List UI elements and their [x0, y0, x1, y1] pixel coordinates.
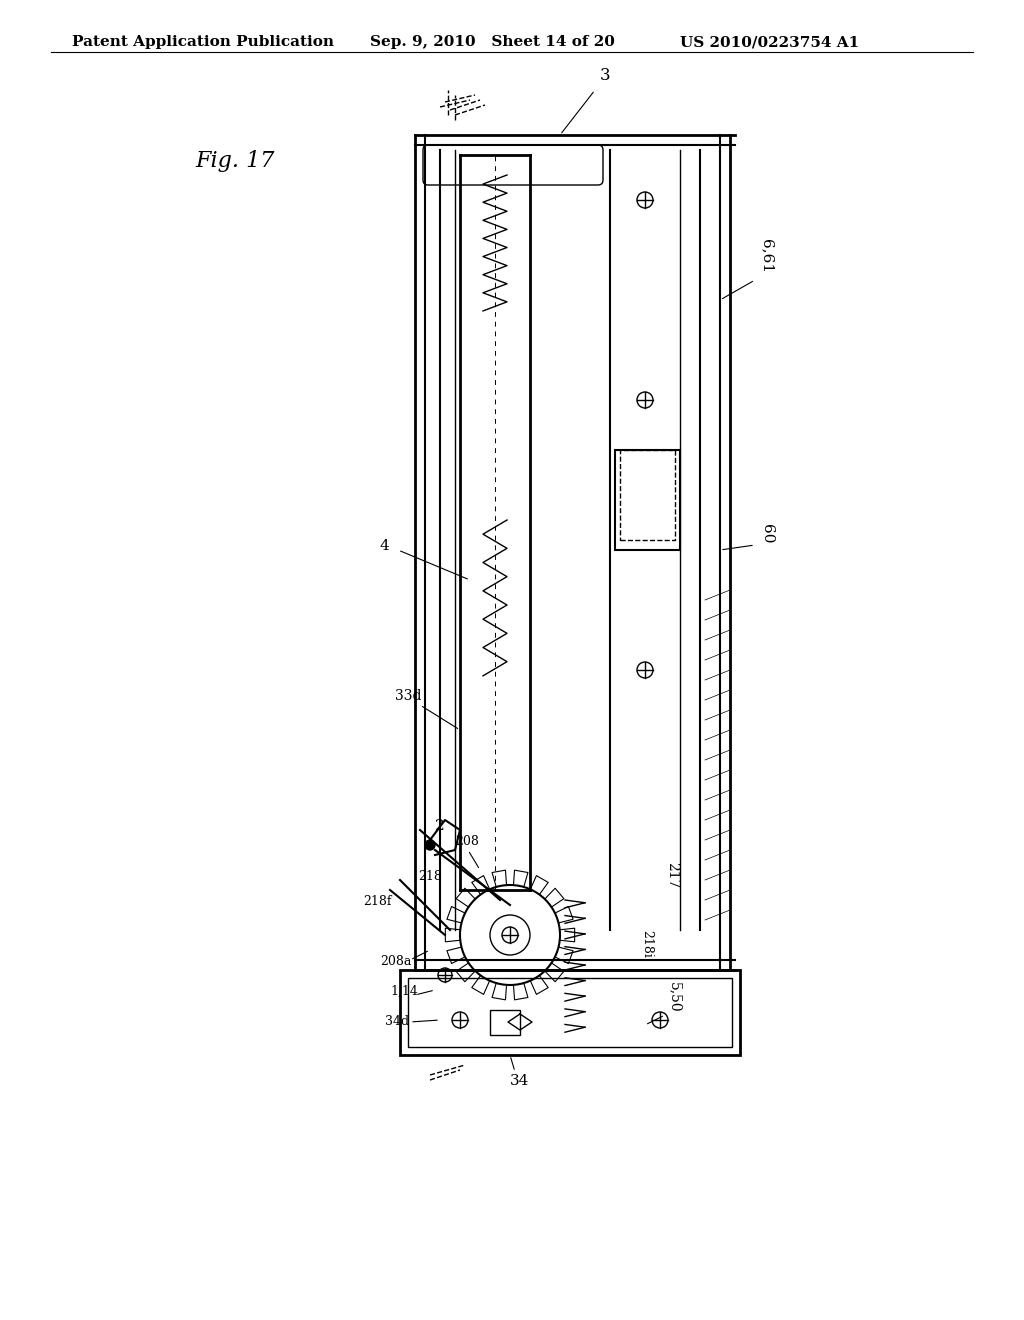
Text: Patent Application Publication: Patent Application Publication — [72, 36, 334, 49]
Text: 33d: 33d — [395, 689, 422, 704]
Text: 34d: 34d — [385, 1015, 410, 1028]
Text: 217: 217 — [665, 862, 679, 888]
Text: Fig. 17: Fig. 17 — [195, 150, 274, 172]
Text: 1,14: 1,14 — [390, 985, 418, 998]
Bar — [620, 450, 675, 540]
Text: US 2010/0223754 A1: US 2010/0223754 A1 — [680, 36, 859, 49]
Text: 208a: 208a — [380, 954, 412, 968]
Circle shape — [425, 840, 435, 850]
Text: 6,61: 6,61 — [760, 239, 774, 273]
Bar — [400, 970, 740, 1055]
Text: 5,50: 5,50 — [668, 982, 682, 1012]
Text: 2: 2 — [435, 818, 444, 833]
Text: 34: 34 — [510, 1074, 529, 1088]
Text: Sep. 9, 2010   Sheet 14 of 20: Sep. 9, 2010 Sheet 14 of 20 — [370, 36, 614, 49]
Bar — [615, 450, 680, 550]
Text: 218i: 218i — [640, 931, 653, 958]
Text: 218f: 218f — [362, 895, 391, 908]
Text: 60: 60 — [760, 524, 774, 543]
Bar — [408, 978, 732, 1047]
Text: 3: 3 — [600, 67, 610, 84]
Text: 208: 208 — [455, 836, 479, 847]
Text: 4: 4 — [380, 539, 390, 553]
Bar — [490, 1010, 520, 1035]
Text: 218: 218 — [418, 870, 442, 883]
